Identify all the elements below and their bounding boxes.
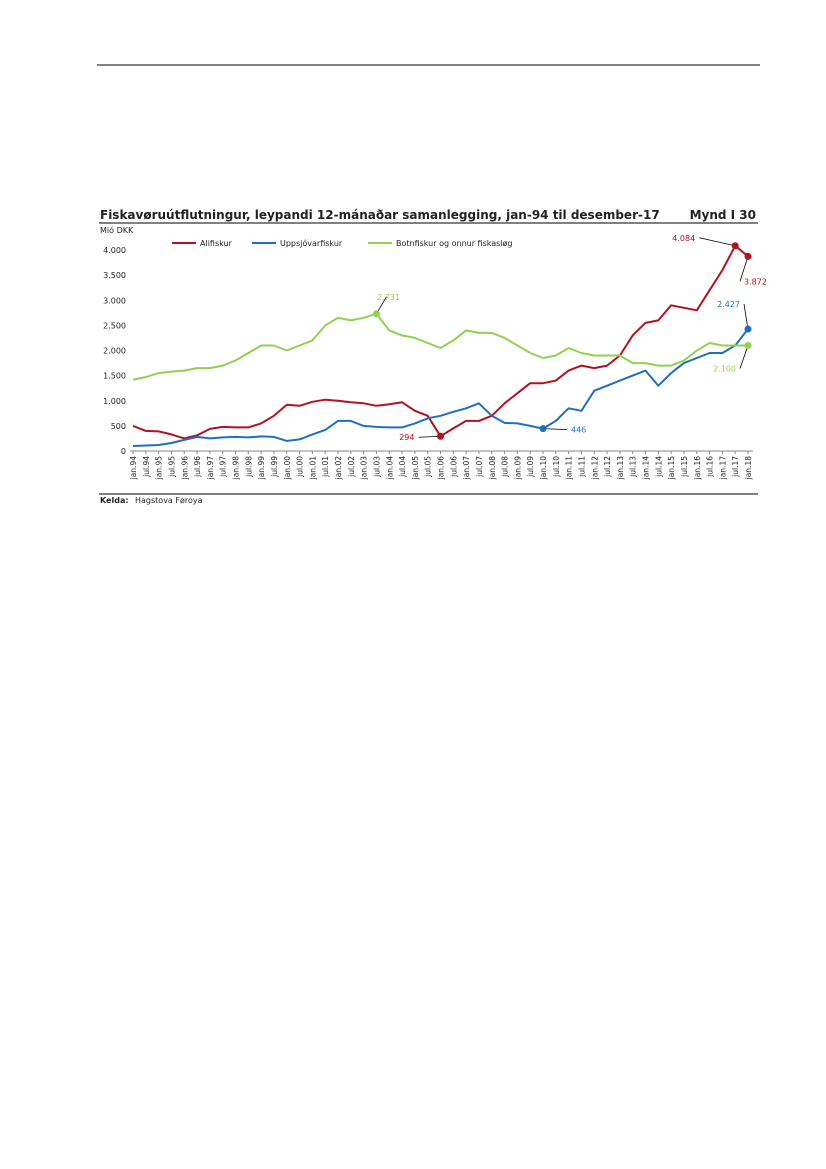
x-tick-label: jan.03	[360, 456, 369, 481]
x-tick-label: jul.08	[501, 456, 510, 478]
x-tick-label: jan.07	[462, 456, 471, 481]
x-tick-label: jan.02	[334, 456, 343, 481]
annotation-label: 2.427	[717, 300, 740, 309]
x-tick-label: jul.04	[398, 456, 407, 478]
y-tick-label: 500	[111, 422, 126, 431]
y-tick-label: 3.000	[103, 296, 126, 305]
x-tick-label: jan.96	[180, 456, 189, 481]
annotation-label: 4.084	[672, 234, 695, 243]
legend-label: Botnfiskur og onnur fiskasløg	[396, 239, 513, 248]
legend-label: Uppsjóvarfiskur	[280, 238, 343, 248]
x-tick-label: jan.98	[232, 456, 241, 481]
annotation-leader	[699, 237, 736, 247]
x-tick-label: jul.97	[219, 456, 228, 478]
annotation-label: 2.100	[713, 364, 736, 373]
y-tick-label: 4.000	[103, 246, 126, 255]
x-tick-label: jul.11	[577, 456, 586, 478]
y-axis-label: Mió DKK	[100, 225, 134, 235]
x-tick-label: jan.04	[385, 456, 394, 481]
y-tick-label: 2.000	[103, 347, 126, 356]
x-tick-label: jul.12	[603, 456, 612, 478]
annotation-label: 446	[571, 426, 586, 435]
y-tick-label: 1.000	[103, 397, 126, 406]
legend-label: Alifiskur	[200, 239, 233, 248]
x-tick-label: jan.16	[693, 456, 702, 481]
x-tick-label: jan.11	[565, 456, 574, 481]
x-tick-label: jan.14	[642, 456, 651, 481]
x-tick-label: jul.00	[296, 456, 305, 478]
y-tick-label: 1.500	[103, 372, 126, 381]
x-tick-label: jul.98	[244, 456, 253, 478]
x-tick-label: jan.08	[488, 456, 497, 481]
x-tick-label: jan.10	[539, 456, 548, 481]
x-tick-label: jul.16	[706, 456, 715, 478]
annotation-point	[744, 252, 752, 260]
annotation-leader	[418, 435, 441, 438]
x-tick-label: jan.06	[437, 456, 446, 481]
y-tick-label: 0	[121, 447, 126, 456]
x-tick-label: jul.14	[654, 456, 663, 478]
x-tick-label: jan.09	[513, 456, 522, 481]
x-tick-label: jul.15	[680, 456, 689, 478]
series-line	[132, 244, 749, 440]
chart-title: Fiskavøruútflutningur, leypandi 12-mánað…	[100, 208, 660, 222]
annotation-leader	[739, 345, 749, 369]
x-tick-label: jul.01	[321, 456, 330, 478]
annotation-point	[731, 242, 739, 250]
y-tick-label: 3.500	[103, 271, 126, 280]
x-tick-label: jul.05	[424, 456, 433, 478]
annotation-point	[539, 425, 547, 433]
annotation-point	[744, 341, 752, 349]
x-tick-label: jan.97	[206, 456, 215, 481]
x-tick-label: jul.06	[449, 456, 458, 478]
x-tick-label: jul.03	[372, 456, 381, 478]
annotation-label: 2.731	[377, 293, 400, 302]
x-tick-label: jan.13	[616, 456, 625, 481]
x-tick-label: jan.95	[155, 456, 164, 481]
x-tick-label: jul.10	[552, 456, 561, 478]
annotation-point	[437, 432, 444, 440]
x-tick-label: jan.18	[744, 456, 753, 481]
x-tick-label: jan.17	[718, 456, 727, 481]
x-tick-label: jul.99	[270, 456, 279, 478]
x-tick-label: jul.02	[347, 456, 356, 478]
x-tick-label: jul.94	[142, 456, 151, 478]
x-tick-label: jan.94	[129, 456, 138, 481]
x-tick-label: jul.95	[167, 456, 176, 478]
x-tick-label: jan.05	[411, 456, 420, 481]
x-tick-label: jul.17	[731, 456, 740, 478]
source: Hagstova Føroya	[135, 496, 203, 505]
x-tick-label: jul.13	[629, 456, 638, 478]
x-tick-label: jan.01	[308, 456, 317, 481]
y-tick-label: 2.500	[103, 321, 126, 330]
annotation-label: 3.872	[744, 277, 767, 286]
x-tick-label: jan.15	[667, 456, 676, 481]
x-tick-label: jul.09	[526, 456, 535, 478]
source-label: Kelda:	[100, 496, 129, 505]
x-tick-label: jul.07	[475, 456, 484, 478]
x-tick-label: jan.00	[283, 456, 292, 481]
series-line	[132, 328, 749, 447]
figure-label: Mynd I 30	[690, 208, 756, 222]
x-tick-label: jul.96	[193, 456, 202, 478]
x-tick-label: jan.12	[590, 456, 599, 481]
annotation-point	[744, 325, 752, 333]
annotation-label: 294	[399, 433, 414, 442]
series-line	[132, 312, 748, 381]
annotation-leader	[743, 303, 749, 330]
x-tick-label: jan.99	[257, 456, 266, 481]
annotation-point	[372, 310, 380, 318]
annotation-leader	[542, 428, 568, 430]
annotation-leader	[739, 256, 749, 282]
